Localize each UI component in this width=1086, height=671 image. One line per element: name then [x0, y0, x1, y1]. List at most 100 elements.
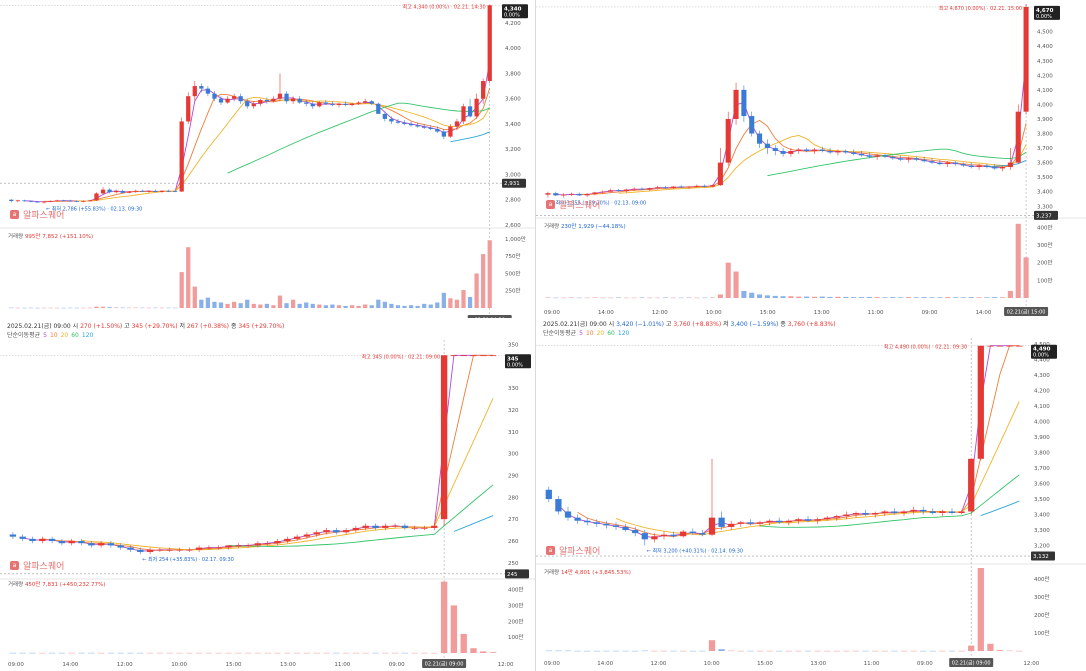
volume-bar: [120, 307, 125, 309]
volume-value: 230만 1,929 (−44.18%): [560, 224, 626, 230]
candle-body: [313, 532, 320, 535]
ohlc-header: 2025.02.21(금) 09:00 시 270 (+1.50%) 고 345…: [7, 321, 284, 330]
volume-bar: [866, 296, 872, 298]
candle-body: [127, 191, 132, 193]
volume-bar: [796, 296, 802, 298]
chart-panel-bottom-right[interactable]: 4,5004,4004,3004,2004,1004,0003,9003,800…: [536, 316, 1086, 671]
min-price-label: ← 최저 254 (+35.83%) · 02.17. 09:30: [142, 556, 234, 563]
price-tag-bg: [505, 354, 531, 369]
reference-tag-bg: [502, 178, 526, 188]
candle-body: [212, 93, 217, 99]
volume-bar: [264, 303, 270, 308]
candle-body: [968, 458, 975, 512]
candle-body: [100, 189, 106, 194]
candle-body: [114, 190, 119, 193]
candle-body: [362, 525, 369, 528]
volume-bar: [890, 297, 896, 298]
volume-bar: [363, 304, 368, 308]
ma120-line: [450, 131, 490, 143]
candle-body: [107, 543, 115, 546]
ohlc-item: 종 345 (+29.70%): [230, 323, 285, 330]
y-tick-label: 2,600: [505, 223, 521, 229]
volume-bar: [678, 297, 684, 299]
candle-body: [97, 543, 105, 546]
y-tick-label: 4,200: [1034, 389, 1050, 395]
chart-panel-bottom-left[interactable]: 350340330320310300290280270260250400만300…: [0, 318, 535, 671]
candle-body: [81, 201, 86, 202]
candle-body: [48, 538, 56, 542]
candle-body: [776, 520, 783, 523]
volume-bar: [74, 307, 79, 309]
candle-body: [192, 86, 197, 97]
alphasquare-logo-text: 알파스퀘어: [23, 211, 65, 221]
candle-body: [939, 511, 946, 513]
volume-bar: [19, 652, 26, 654]
time-tag: 02.21(금) 09:00: [952, 661, 991, 667]
x-tick-label: 14:00: [598, 310, 614, 316]
volume-label: 거래량 450만 7,831 (+450,232.77%): [8, 580, 105, 588]
volume-title: 거래량: [8, 582, 25, 588]
volume-tick-label: 750만: [505, 252, 521, 260]
candle-body: [303, 534, 311, 537]
ohlc-header: 2025.02.21(금) 09:00 시 3,420 (−1.01%) 고 3…: [543, 319, 836, 328]
y-tick-label: 320: [508, 408, 519, 414]
volume-bar: [612, 650, 620, 652]
candle-body: [481, 81, 486, 99]
x-tick-label: 11:00: [334, 662, 350, 668]
candle-body: [921, 159, 927, 162]
candle-body: [772, 148, 778, 151]
candle-body: [310, 103, 315, 107]
moving-average-legend: 단순이동평균 5 10 20 60 120: [543, 328, 632, 337]
volume-bar: [87, 307, 93, 309]
volume-bar: [725, 262, 731, 298]
candle-body: [284, 538, 291, 542]
candle-body: [9, 199, 14, 202]
time-tag-bg: [949, 658, 994, 667]
volume-bar: [55, 307, 60, 309]
volume-bar: [277, 295, 283, 308]
x-tick-label: 10:00: [171, 662, 187, 668]
y-tick-label: 3,800: [1037, 132, 1053, 138]
volume-bar: [310, 303, 315, 308]
volume-bar: [757, 294, 763, 298]
candle-body: [9, 534, 17, 537]
candle-body: [87, 200, 93, 202]
y-tick-label: 3,200: [1034, 544, 1050, 550]
volume-bar: [372, 652, 379, 654]
volume-bar: [827, 296, 833, 298]
volume-bar: [824, 650, 831, 652]
volume-bar: [284, 303, 289, 308]
volume-bar: [1015, 223, 1021, 298]
volume-bar: [215, 652, 222, 654]
volume-bar: [756, 650, 764, 652]
chart-panel-top-left[interactable]: 4,200 4,000 3,800 3,600 3,400 3,200 3,000 2,800…: [0, 0, 535, 320]
volume-tick-label: 200만: [1037, 259, 1053, 267]
volume-bar: [699, 650, 706, 652]
volume-bar: [244, 652, 252, 654]
volume-bar: [422, 303, 427, 308]
volume-bar: [920, 650, 927, 652]
candle-body: [55, 200, 60, 202]
alphasquare-logo-text: 알파스퀘어: [23, 562, 65, 572]
volume-bar: [313, 652, 320, 654]
candle-body: [323, 102, 329, 104]
candle-body: [435, 129, 440, 132]
y-tick-label: 350: [508, 342, 519, 348]
volume-bar: [680, 650, 687, 652]
y-tick-label: 3,200: [505, 147, 521, 153]
candle-body: [717, 162, 723, 186]
volume-bar: [976, 297, 982, 298]
candle-body: [905, 158, 912, 160]
candle-body: [623, 189, 629, 191]
volume-bar: [448, 298, 453, 308]
chart-panel-top-right[interactable]: 4,6004,5004,4004,3004,2004,1004,0003,900…: [536, 0, 1086, 316]
max-price-label: 최고 4,490 (0.00%) · 02.21. 09:30: [884, 344, 967, 351]
candle-body: [39, 538, 46, 542]
candle-body: [176, 549, 183, 551]
candle-body: [756, 522, 764, 524]
volume-bar: [293, 652, 301, 654]
candle-body: [824, 517, 831, 520]
y-tick-label: 4,300: [1034, 373, 1050, 379]
x-tick-label: 09:00: [544, 310, 560, 316]
volume-bar: [440, 581, 448, 653]
